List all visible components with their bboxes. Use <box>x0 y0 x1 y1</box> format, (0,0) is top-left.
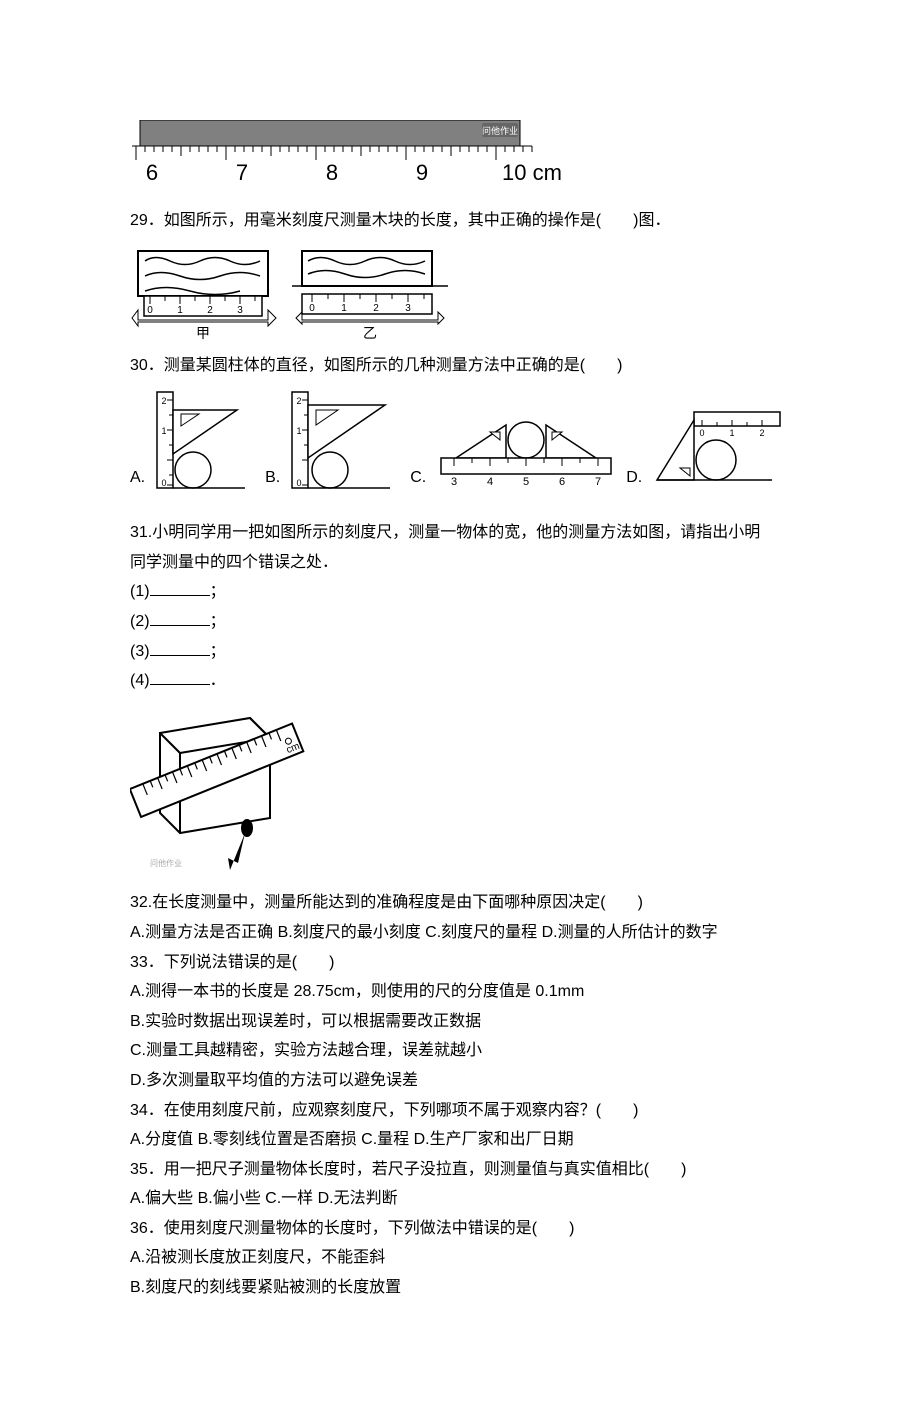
q33-optA: A.测得一本书的长度是 28.75cm，则使用的尺的分度值是 0.1mm <box>130 979 800 1005</box>
q31-intro2: 同学测量中的四个错误之处． <box>130 550 800 576</box>
svg-text:问他作业: 问他作业 <box>150 858 182 868</box>
q35-text: 35．用一把尺子测量物体长度时，若尺子没拉直，则测量值与真实值相比( ) <box>130 1157 800 1183</box>
svg-text:3: 3 <box>451 476 457 488</box>
q30-figA: 2 1 0 <box>155 390 255 490</box>
q30-figB: 2 1 0 <box>290 390 400 490</box>
q31-intro1: 31.小明同学用一把如图所示的刻度尺，测量一物体的宽，他的测量方法如图，请指出小… <box>130 520 800 546</box>
svg-text:3: 3 <box>405 303 411 314</box>
q30-figures: A. 2 1 0 B. 2 1 0 C. <box>130 390 800 490</box>
svg-text:9: 9 <box>416 160 428 185</box>
ruler-figure: 问他作业 6 7 8 9 10 cm <box>130 120 570 200</box>
svg-text:0: 0 <box>162 478 167 488</box>
q36-text: 36．使用刻度尺测量物体的长度时，下列做法中错误的是( ) <box>130 1216 800 1242</box>
q33-optC: C.测量工具越精密，实验方法越合理，误差就越小 <box>130 1038 800 1064</box>
svg-text:3: 3 <box>237 305 243 316</box>
svg-text:7: 7 <box>595 476 601 488</box>
svg-text:10 cm: 10 cm <box>502 160 562 185</box>
q31-blank4: (4)． <box>130 668 800 694</box>
svg-text:6: 6 <box>146 160 158 185</box>
svg-text:2: 2 <box>760 428 765 438</box>
svg-text:1: 1 <box>730 428 735 438</box>
svg-text:1: 1 <box>341 303 347 314</box>
q30-optA-label: A. <box>130 465 145 491</box>
q30-optB-label: B. <box>265 465 280 491</box>
q30-figC: 3 4 5 6 7 <box>436 420 616 490</box>
q33-optB: B.实验时数据出现误差时，可以根据需要改正数据 <box>130 1009 800 1035</box>
q33-optD: D.多次测量取平均值的方法可以避免误差 <box>130 1068 800 1094</box>
svg-text:1: 1 <box>162 426 167 436</box>
q33-text: 33．下列说法错误的是( ) <box>130 950 800 976</box>
svg-text:5: 5 <box>523 476 529 488</box>
svg-text:6: 6 <box>559 476 565 488</box>
svg-text:甲: 甲 <box>196 325 210 341</box>
svg-text:0: 0 <box>309 303 315 314</box>
q29-fig-jia: 0 1 2 3 甲 <box>130 246 280 341</box>
svg-text:2: 2 <box>373 303 379 314</box>
svg-text:8: 8 <box>326 160 338 185</box>
q31-blank3: (3)； <box>130 639 800 665</box>
q30-optD-label: D. <box>626 465 642 491</box>
svg-text:2: 2 <box>297 396 302 406</box>
q30-figD: 0 1 2 <box>652 410 782 490</box>
q30-optC-label: C. <box>410 465 426 491</box>
svg-text:2: 2 <box>207 305 213 316</box>
svg-text:4: 4 <box>487 476 493 488</box>
q29-text: 29．如图所示，用毫米刻度尺测量木块的长度，其中正确的操作是( )图． <box>130 208 800 234</box>
q30-text: 30．测量某圆柱体的直径，如图所示的几种测量方法中正确的是( ) <box>130 353 800 379</box>
q31-blank1: (1)； <box>130 579 800 605</box>
q34-text: 34．在使用刻度尺前，应观察刻度尺，下列哪项不属于观察内容？( ) <box>130 1098 800 1124</box>
q29-fig-yi: 0 1 2 3 乙 <box>290 246 450 341</box>
q35-options: A.偏大些 B.偏小些 C.一样 D.无法判断 <box>130 1186 800 1212</box>
q32-text: 32.在长度测量中，测量所能达到的准确程度是由下面哪种原因决定( ) <box>130 890 800 916</box>
svg-text:0: 0 <box>700 428 705 438</box>
q34-options: A.分度值 B.零刻线位置是否磨损 C.量程 D.生产厂家和出厂日期 <box>130 1127 800 1153</box>
svg-text:0: 0 <box>297 478 302 488</box>
svg-text:1: 1 <box>297 426 302 436</box>
q36-optB: B.刻度尺的刻线要紧贴被测的长度放置 <box>130 1275 800 1301</box>
q36-optA: A.沿被测长度放正刻度尺，不能歪斜 <box>130 1245 800 1271</box>
q31-blank2: (2)； <box>130 609 800 635</box>
svg-text:问他作业: 问他作业 <box>482 125 518 136</box>
svg-text:乙: 乙 <box>363 325 377 341</box>
q32-options: A.测量方法是否正确 B.刻度尺的最小刻度 C.刻度尺的量程 D.测量的人所估计… <box>130 920 800 946</box>
svg-text:7: 7 <box>236 160 248 185</box>
svg-text:0: 0 <box>147 305 153 316</box>
q29-figures: 0 1 2 3 甲 0 1 2 3 乙 <box>130 246 800 341</box>
q31-figure: cm 问他作业 <box>130 698 320 878</box>
svg-text:2: 2 <box>162 396 167 406</box>
svg-text:1: 1 <box>177 305 183 316</box>
